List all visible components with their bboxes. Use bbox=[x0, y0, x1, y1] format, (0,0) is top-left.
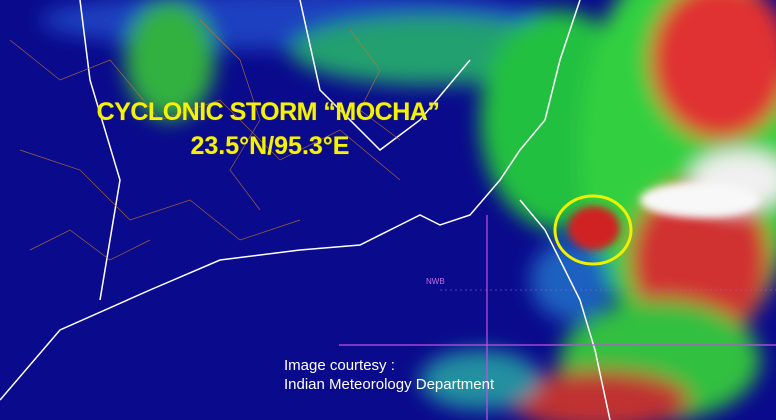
cloud-cover bbox=[40, 0, 776, 420]
cyclone-marker-circle bbox=[553, 194, 633, 266]
grid-lines bbox=[339, 215, 776, 420]
credit-label: Image courtesy : bbox=[284, 357, 395, 374]
storm-coordinates: 23.5°N/95.3°E bbox=[190, 132, 350, 160]
credit-source: Indian Meteorology Department bbox=[284, 376, 495, 393]
coastline bbox=[0, 0, 611, 420]
storm-title: CYCLONIC STORM “MOCHA” bbox=[96, 98, 440, 126]
district-borders bbox=[9, 19, 401, 261]
region-label: NWB bbox=[426, 277, 445, 286]
